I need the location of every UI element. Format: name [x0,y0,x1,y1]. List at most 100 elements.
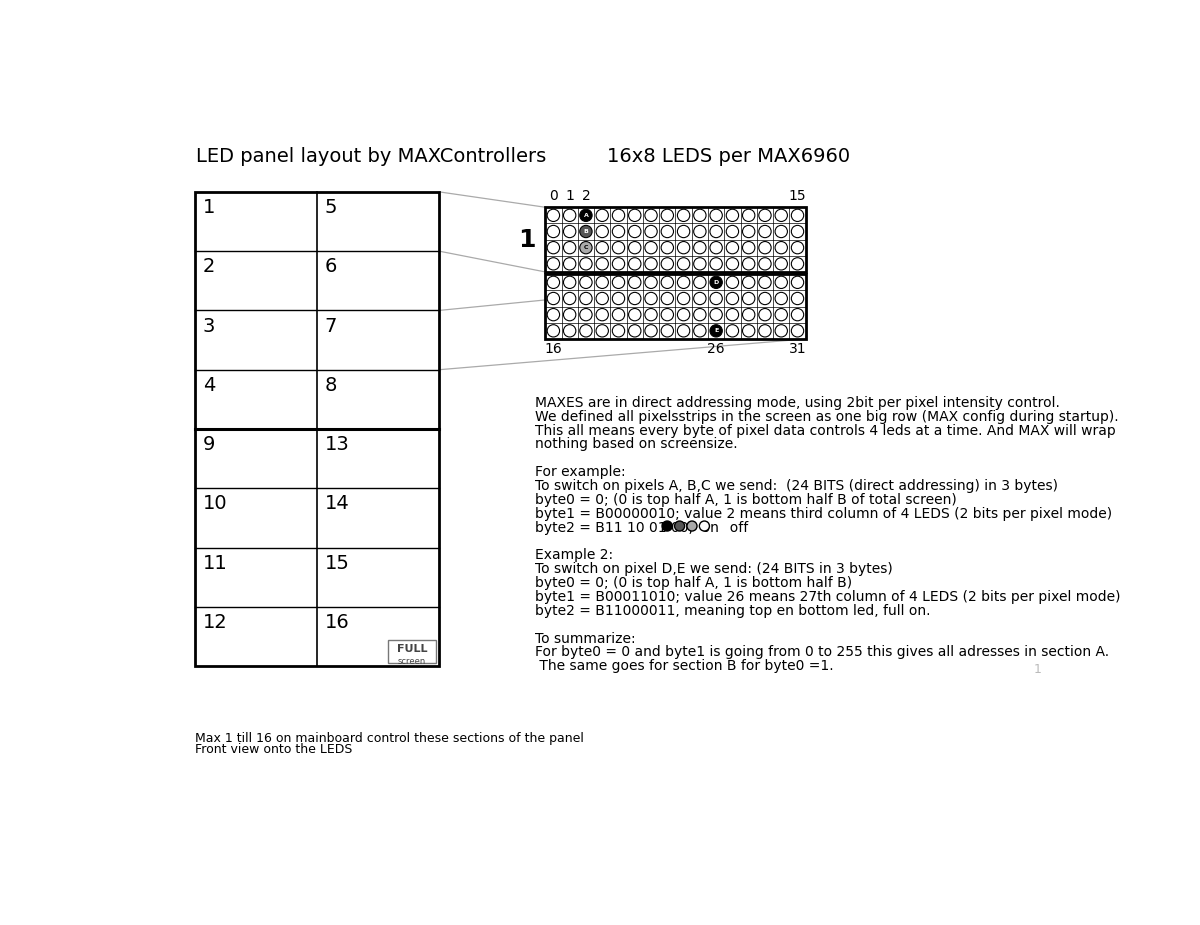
Text: off: off [721,521,748,535]
Circle shape [674,521,685,531]
Text: 2: 2 [203,257,215,277]
Circle shape [791,209,804,221]
Circle shape [644,241,658,253]
Bar [194,191,439,666]
Circle shape [694,226,706,238]
Circle shape [726,226,738,238]
Circle shape [678,325,690,337]
Circle shape [596,277,608,289]
Circle shape [791,309,804,321]
Bar [388,640,436,663]
Circle shape [596,209,608,221]
Text: 16: 16 [545,342,563,356]
Circle shape [758,258,772,270]
Text: 1: 1 [203,198,215,217]
Text: D: D [714,280,719,285]
Text: To summarize:: To summarize: [535,632,636,646]
Circle shape [596,292,608,304]
Circle shape [580,258,592,270]
Circle shape [791,258,804,270]
Circle shape [629,292,641,304]
Text: 13: 13 [325,435,349,454]
Circle shape [726,209,738,221]
Circle shape [791,226,804,238]
Circle shape [694,209,706,221]
Circle shape [629,325,641,337]
Circle shape [700,521,709,531]
Circle shape [775,325,787,337]
Circle shape [580,292,592,304]
Text: 2: 2 [582,189,590,203]
Circle shape [644,277,658,289]
Text: 15: 15 [325,554,349,573]
Text: Example 2:: Example 2: [535,549,613,562]
Circle shape [678,209,690,221]
Circle shape [758,325,772,337]
Circle shape [564,277,576,289]
Circle shape [596,241,608,253]
Text: 8: 8 [325,376,337,395]
Text: To switch on pixels A, B,C we send:  (24 BITS (direct addressing) in 3 bytes): To switch on pixels A, B,C we send: (24 … [535,479,1058,493]
Text: byte2 = B11000011, meaning top en bottom led, full on.: byte2 = B11000011, meaning top en bottom… [535,604,931,618]
Text: 31: 31 [788,342,806,356]
Text: B: B [203,440,372,655]
Text: 11: 11 [203,554,228,573]
Text: MAXES are in direct addressing mode, using 2bit per pixel intensity control.: MAXES are in direct addressing mode, usi… [535,396,1060,410]
Circle shape [564,226,576,238]
Text: 6: 6 [325,257,337,277]
Bar [545,274,805,339]
Text: 16x8 LEDS per MAX6960: 16x8 LEDS per MAX6960 [607,147,851,166]
Circle shape [662,521,672,531]
Text: 1: 1 [518,228,536,252]
Text: 16: 16 [325,613,349,632]
Circle shape [758,226,772,238]
Text: 3: 3 [203,316,215,336]
Circle shape [661,209,673,221]
Circle shape [726,277,738,289]
Circle shape [686,521,697,531]
Circle shape [743,309,755,321]
Circle shape [629,309,641,321]
Text: The same goes for section B for byte0 =1.: The same goes for section B for byte0 =1… [535,660,834,673]
Circle shape [661,309,673,321]
Circle shape [661,277,673,289]
Circle shape [710,325,722,337]
Circle shape [644,325,658,337]
Text: 10: 10 [203,495,227,513]
Circle shape [564,241,576,253]
Circle shape [710,292,722,304]
Text: 1: 1 [1033,663,1042,676]
Text: We defined all pixelsstrips in the screen as one big row (MAX config during star: We defined all pixelsstrips in the scree… [535,410,1118,424]
Circle shape [580,325,592,337]
Text: To switch on pixel D,E we send: (24 BITS in 3 bytes): To switch on pixel D,E we send: (24 BITS… [535,562,893,576]
Circle shape [612,292,625,304]
Text: nothing based on screensize.: nothing based on screensize. [535,438,738,451]
Circle shape [547,241,559,253]
Text: For byte0 = 0 and byte1 is going from 0 to 255 this gives all adresses in sectio: For byte0 = 0 and byte1 is going from 0 … [535,646,1109,660]
Text: 12: 12 [203,613,228,632]
Circle shape [791,277,804,289]
Text: C: C [583,245,588,250]
Circle shape [775,241,787,253]
Circle shape [791,325,804,337]
Circle shape [743,241,755,253]
Circle shape [612,325,625,337]
Circle shape [612,241,625,253]
Circle shape [694,309,706,321]
Circle shape [661,292,673,304]
Circle shape [547,277,559,289]
Circle shape [661,258,673,270]
Text: 26: 26 [707,342,725,356]
Circle shape [710,309,722,321]
Circle shape [580,241,592,253]
Circle shape [694,292,706,304]
Text: byte0 = 0; (0 is top half A, 1 is bottom half B): byte0 = 0; (0 is top half A, 1 is bottom… [535,576,852,590]
Circle shape [710,226,722,238]
Text: 4: 4 [203,376,215,395]
Text: Max 1 till 16 on mainboard control these sections of the panel: Max 1 till 16 on mainboard control these… [194,733,584,746]
Circle shape [547,292,559,304]
Circle shape [726,258,738,270]
Text: A: A [583,213,588,217]
Bar [545,207,805,272]
Circle shape [775,209,787,221]
